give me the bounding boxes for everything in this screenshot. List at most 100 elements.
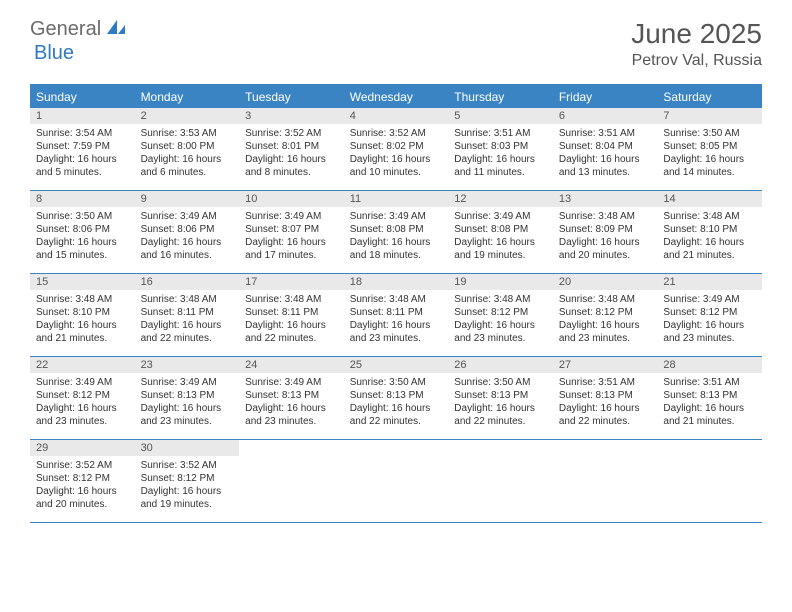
day-cell: 12Sunrise: 3:49 AMSunset: 8:08 PMDayligh… [448, 191, 553, 273]
day-cell: 24Sunrise: 3:49 AMSunset: 8:13 PMDayligh… [239, 357, 344, 439]
sunset-text: Sunset: 8:12 PM [454, 306, 547, 319]
daylight-text: Daylight: 16 hours and 23 minutes. [663, 319, 756, 345]
sunrise-text: Sunrise: 3:54 AM [36, 127, 129, 140]
daylight-text: Daylight: 16 hours and 6 minutes. [141, 153, 234, 179]
sunset-text: Sunset: 8:12 PM [663, 306, 756, 319]
sunset-text: Sunset: 8:12 PM [141, 472, 234, 485]
date-number: 14 [657, 191, 762, 207]
date-number: 30 [135, 440, 240, 456]
day-details: Sunrise: 3:48 AMSunset: 8:12 PMDaylight:… [448, 290, 553, 349]
day-cell: 5Sunrise: 3:51 AMSunset: 8:03 PMDaylight… [448, 108, 553, 190]
day-details: Sunrise: 3:52 AMSunset: 8:12 PMDaylight:… [30, 456, 135, 515]
header: General June 2025 Petrov Val, Russia [0, 0, 792, 78]
date-number: 22 [30, 357, 135, 373]
day-details: Sunrise: 3:52 AMSunset: 8:02 PMDaylight:… [344, 124, 449, 183]
day-cell: 11Sunrise: 3:49 AMSunset: 8:08 PMDayligh… [344, 191, 449, 273]
sunset-text: Sunset: 8:09 PM [559, 223, 652, 236]
sunset-text: Sunset: 8:10 PM [663, 223, 756, 236]
day-header: Wednesday [344, 86, 449, 108]
day-header: Monday [135, 86, 240, 108]
day-details: Sunrise: 3:48 AMSunset: 8:11 PMDaylight:… [344, 290, 449, 349]
daylight-text: Daylight: 16 hours and 15 minutes. [36, 236, 129, 262]
sunrise-text: Sunrise: 3:50 AM [663, 127, 756, 140]
sunset-text: Sunset: 8:01 PM [245, 140, 338, 153]
day-details: Sunrise: 3:49 AMSunset: 8:08 PMDaylight:… [448, 207, 553, 266]
sunset-text: Sunset: 8:12 PM [36, 389, 129, 402]
daylight-text: Daylight: 16 hours and 14 minutes. [663, 153, 756, 179]
day-details: Sunrise: 3:52 AMSunset: 8:01 PMDaylight:… [239, 124, 344, 183]
sunset-text: Sunset: 8:12 PM [559, 306, 652, 319]
daylight-text: Daylight: 16 hours and 16 minutes. [141, 236, 234, 262]
daylight-text: Daylight: 16 hours and 22 minutes. [559, 402, 652, 428]
sunrise-text: Sunrise: 3:51 AM [454, 127, 547, 140]
day-details: Sunrise: 3:52 AMSunset: 8:12 PMDaylight:… [135, 456, 240, 515]
sunrise-text: Sunrise: 3:50 AM [350, 376, 443, 389]
daylight-text: Daylight: 16 hours and 22 minutes. [245, 319, 338, 345]
sunset-text: Sunset: 7:59 PM [36, 140, 129, 153]
date-number: 9 [135, 191, 240, 207]
sunrise-text: Sunrise: 3:48 AM [36, 293, 129, 306]
day-cell: 7Sunrise: 3:50 AMSunset: 8:05 PMDaylight… [657, 108, 762, 190]
sunrise-text: Sunrise: 3:51 AM [663, 376, 756, 389]
daylight-text: Daylight: 16 hours and 11 minutes. [454, 153, 547, 179]
day-cell: 1Sunrise: 3:54 AMSunset: 7:59 PMDaylight… [30, 108, 135, 190]
day-cell: 22Sunrise: 3:49 AMSunset: 8:12 PMDayligh… [30, 357, 135, 439]
daylight-text: Daylight: 16 hours and 22 minutes. [141, 319, 234, 345]
date-number: 19 [448, 274, 553, 290]
sunrise-text: Sunrise: 3:49 AM [245, 210, 338, 223]
daylight-text: Daylight: 16 hours and 8 minutes. [245, 153, 338, 179]
sunrise-text: Sunrise: 3:49 AM [663, 293, 756, 306]
day-cell: 8Sunrise: 3:50 AMSunset: 8:06 PMDaylight… [30, 191, 135, 273]
daylight-text: Daylight: 16 hours and 13 minutes. [559, 153, 652, 179]
sunrise-text: Sunrise: 3:48 AM [454, 293, 547, 306]
day-cell: 2Sunrise: 3:53 AMSunset: 8:00 PMDaylight… [135, 108, 240, 190]
daylight-text: Daylight: 16 hours and 19 minutes. [454, 236, 547, 262]
date-number: 8 [30, 191, 135, 207]
date-number: 6 [553, 108, 658, 124]
date-number: 1 [30, 108, 135, 124]
sunset-text: Sunset: 8:08 PM [454, 223, 547, 236]
sunrise-text: Sunrise: 3:52 AM [245, 127, 338, 140]
day-cell: 20Sunrise: 3:48 AMSunset: 8:12 PMDayligh… [553, 274, 658, 356]
day-header: Sunday [30, 86, 135, 108]
sunrise-text: Sunrise: 3:48 AM [663, 210, 756, 223]
day-details: Sunrise: 3:54 AMSunset: 7:59 PMDaylight:… [30, 124, 135, 183]
day-details: Sunrise: 3:51 AMSunset: 8:13 PMDaylight:… [553, 373, 658, 432]
sunrise-text: Sunrise: 3:50 AM [454, 376, 547, 389]
day-details: Sunrise: 3:51 AMSunset: 8:03 PMDaylight:… [448, 124, 553, 183]
day-cell: 27Sunrise: 3:51 AMSunset: 8:13 PMDayligh… [553, 357, 658, 439]
day-cell: 19Sunrise: 3:48 AMSunset: 8:12 PMDayligh… [448, 274, 553, 356]
sunrise-text: Sunrise: 3:49 AM [141, 376, 234, 389]
day-details: Sunrise: 3:49 AMSunset: 8:13 PMDaylight:… [239, 373, 344, 432]
date-number: 3 [239, 108, 344, 124]
date-number: 29 [30, 440, 135, 456]
day-details: Sunrise: 3:49 AMSunset: 8:06 PMDaylight:… [135, 207, 240, 266]
sunrise-text: Sunrise: 3:49 AM [350, 210, 443, 223]
date-number: 7 [657, 108, 762, 124]
date-number: 27 [553, 357, 658, 373]
sunrise-text: Sunrise: 3:49 AM [245, 376, 338, 389]
sunset-text: Sunset: 8:13 PM [559, 389, 652, 402]
day-details: Sunrise: 3:49 AMSunset: 8:13 PMDaylight:… [135, 373, 240, 432]
sunrise-text: Sunrise: 3:51 AM [559, 127, 652, 140]
sunrise-text: Sunrise: 3:48 AM [141, 293, 234, 306]
date-number: 24 [239, 357, 344, 373]
daylight-text: Daylight: 16 hours and 17 minutes. [245, 236, 338, 262]
daylight-text: Daylight: 16 hours and 23 minutes. [350, 319, 443, 345]
day-cell: 28Sunrise: 3:51 AMSunset: 8:13 PMDayligh… [657, 357, 762, 439]
daylight-text: Daylight: 16 hours and 23 minutes. [245, 402, 338, 428]
sunrise-text: Sunrise: 3:52 AM [141, 459, 234, 472]
day-details: Sunrise: 3:50 AMSunset: 8:05 PMDaylight:… [657, 124, 762, 183]
date-number: 23 [135, 357, 240, 373]
empty-cell [448, 440, 553, 522]
sunset-text: Sunset: 8:02 PM [350, 140, 443, 153]
date-number: 26 [448, 357, 553, 373]
sunrise-text: Sunrise: 3:52 AM [36, 459, 129, 472]
date-number: 25 [344, 357, 449, 373]
date-number: 17 [239, 274, 344, 290]
date-number: 10 [239, 191, 344, 207]
sunrise-text: Sunrise: 3:48 AM [245, 293, 338, 306]
empty-cell [657, 440, 762, 522]
date-number: 4 [344, 108, 449, 124]
sunrise-text: Sunrise: 3:50 AM [36, 210, 129, 223]
